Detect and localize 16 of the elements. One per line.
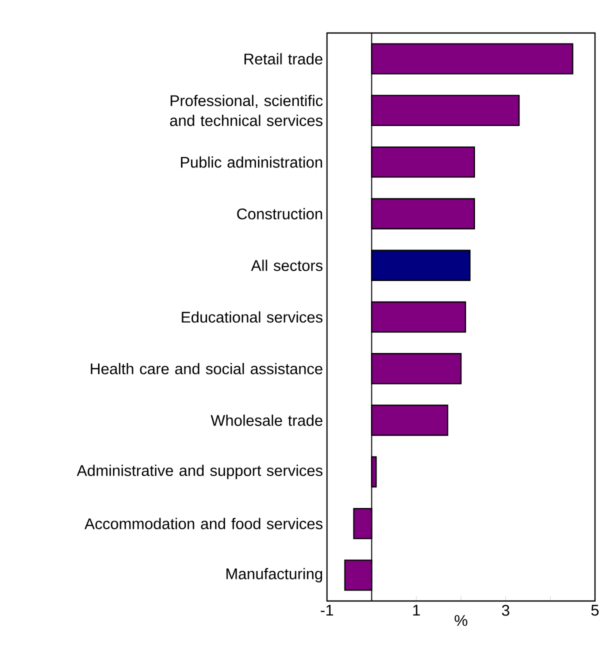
y-tick-label: Educational services (182, 311, 322, 323)
y-tick-label: Construction (237, 208, 322, 220)
y-tick-label: Retail trade (244, 53, 322, 64)
y-tick-label: Manufacturing (226, 568, 322, 582)
x-tick-label: 5 (591, 604, 599, 616)
x-tick-label: 1 (413, 604, 420, 616)
y-tick-label: Accommodation and food services (84, 518, 322, 530)
x-axis-title: % (454, 615, 468, 626)
y-tick-label: Public administration (181, 156, 322, 168)
y-tick-label: Administrative and support services (76, 464, 322, 480)
y-tick-label: Wholesale trade (210, 414, 322, 426)
y-tick-label: All sectors (251, 260, 322, 272)
x-tick-label: -1 (320, 604, 334, 616)
y-tick-label: Health care and social assistance (90, 362, 322, 374)
x-tick-label: 3 (502, 604, 510, 616)
y-tick-label: Professional, scientific and technical services (170, 94, 323, 126)
